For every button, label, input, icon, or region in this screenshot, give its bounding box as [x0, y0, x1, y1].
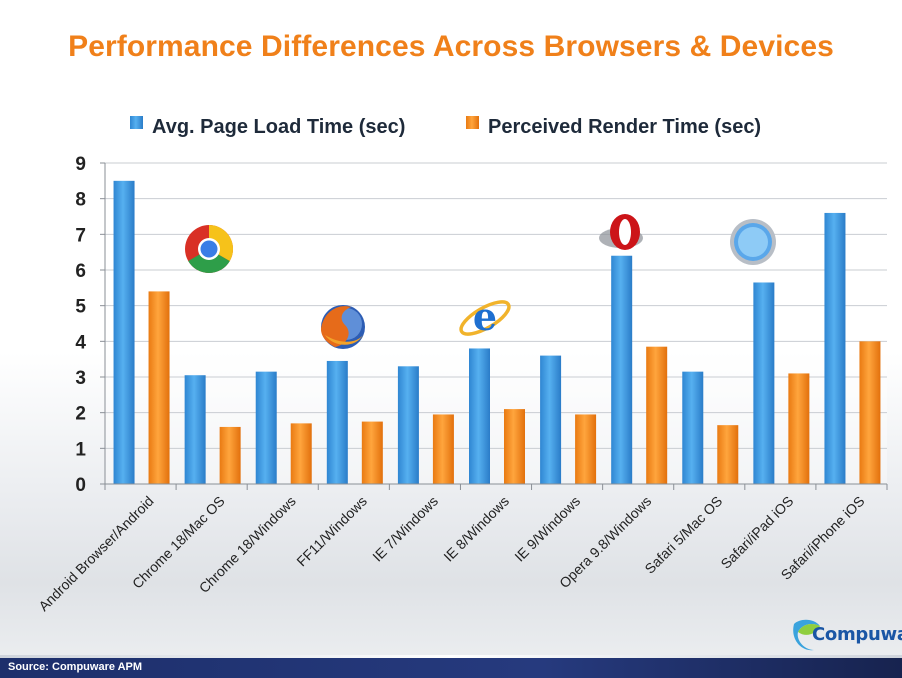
bar-page-load: [326, 360, 348, 484]
legend-swatch-render-time: [466, 116, 479, 129]
x-category-label: IE 9/Windows: [511, 493, 583, 565]
bar-render-time: [504, 409, 525, 484]
bar-page-load: [682, 371, 704, 484]
footer-bar: [0, 658, 902, 678]
footer-divider: [0, 655, 902, 658]
bar-page-load: [184, 375, 206, 484]
bar-render-time: [859, 341, 881, 484]
bar-render-time: [646, 346, 668, 484]
legend-label-page-load: Avg. Page Load Time (sec): [152, 116, 405, 138]
bar-render-time: [148, 291, 170, 484]
x-category-label: Android Browser/Android: [35, 493, 156, 614]
bar-render-time: [432, 414, 454, 484]
safari-icon: [730, 219, 776, 265]
y-tick-label: 6: [75, 261, 86, 282]
y-tick-label: 5: [75, 297, 86, 318]
bar-page-load: [540, 355, 562, 484]
x-category-label: Safari/iPad iOS: [717, 493, 796, 572]
y-tick-label: 9: [75, 154, 86, 175]
y-tick-label: 8: [75, 190, 86, 211]
chart-title: Performance Differences Across Browsers …: [68, 30, 834, 63]
bar-page-load: [824, 212, 846, 484]
svg-text:e: e: [473, 294, 497, 339]
x-category-label: Safari 5/Mac OS: [641, 493, 725, 577]
legend-label-render-time: Perceived Render Time (sec): [488, 116, 761, 138]
bar-render-time: [575, 414, 597, 484]
bar-page-load: [255, 371, 277, 484]
x-category-label: FF11/Windows: [293, 493, 370, 570]
bar-page-load: [469, 348, 490, 484]
y-tick-label: 3: [75, 368, 86, 389]
legend-swatch-page-load: [130, 116, 143, 129]
opera-icon: [599, 214, 643, 250]
bar-page-load: [753, 282, 775, 484]
y-tick-label: 0: [75, 475, 86, 496]
source-note: Source: Compuware APM: [8, 661, 143, 673]
x-category-label: IE 8/Windows: [440, 493, 512, 565]
firefox-icon: [321, 305, 365, 349]
logo-text: Compuware: [812, 624, 902, 645]
ie-icon: e: [459, 294, 511, 339]
bar-page-load: [611, 255, 633, 484]
bar-page-load: [113, 180, 135, 485]
bar-render-time: [361, 421, 383, 484]
y-tick-label: 2: [75, 404, 86, 425]
compuware-logo: Compuware: [790, 618, 902, 652]
bar-render-time: [717, 425, 739, 484]
y-tick-label: 1: [75, 439, 86, 460]
x-category-label: IE 7/Windows: [369, 493, 441, 565]
bar-page-load: [397, 366, 419, 484]
bar-render-time: [788, 373, 810, 484]
chrome-icon: [185, 225, 234, 274]
bar-render-time: [290, 423, 312, 484]
y-tick-label: 7: [75, 225, 86, 246]
y-tick-label: 4: [75, 332, 86, 353]
bar-render-time: [219, 426, 241, 484]
